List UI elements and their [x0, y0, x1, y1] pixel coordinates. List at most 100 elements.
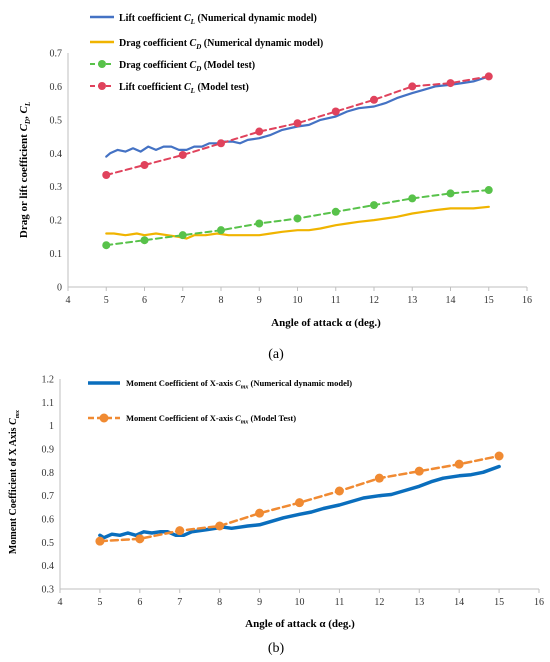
chart-b-y-tick-label: 1.1 [42, 398, 55, 409]
chart-b-series-1-point [215, 521, 225, 531]
chart-a-series-3-line [105, 75, 490, 176]
chart-a-series-2-point [255, 219, 264, 228]
chart-b-series-1-point [135, 534, 145, 544]
chart-a-y-tick-label: 0.6 [50, 82, 63, 93]
chart-a-y-tick-label: 0 [57, 283, 62, 294]
chart-a-x-tick-label: 9 [257, 295, 262, 306]
chart-b-y-tick-label: 1 [49, 421, 54, 432]
chart-b-legend: Moment Coefficient of X-axis Cmx (Numeri… [88, 378, 352, 426]
chart-a-series-2-point [140, 236, 149, 245]
chart-a-x-tick-label: 13 [407, 295, 417, 306]
chart-b: 4 5 6 7 8 9 10 11 12 13 14 15 16 0.3 0.4 0.5 0.6 0.7 0.8 0.… [8, 375, 544, 657]
chart-a-x-tick-label: 14 [446, 295, 456, 306]
legend-drag-numerical-label: Drag coefficient CD (Numerical dynamic m… [119, 38, 323, 51]
chart-b-x-tick-label: 4 [58, 597, 63, 608]
chart-a-y-axis-title: Drag or lift coefficient CD, CL [18, 102, 32, 238]
chart-b-y-tick-label: 0.6 [42, 515, 55, 526]
chart-a-y-tick-label: 0.1 [50, 249, 63, 260]
chart-a-series-2-point [370, 201, 378, 210]
chart-b-y-tick-label: 0.3 [42, 585, 55, 596]
chart-a-series [102, 72, 493, 250]
chart-a-y-tick-label: 0.5 [50, 115, 63, 126]
legend-moment-numerical-label: Moment Coefficient of X-axis Cmx (Numeri… [126, 378, 352, 391]
chart-a-series-3-point [446, 79, 455, 88]
chart-b-x-tick-label: 7 [177, 597, 182, 608]
chart-b-x-tick-label: 9 [257, 597, 262, 608]
chart-a-x-tick-label: 7 [180, 295, 185, 306]
chart-b-x-tick-label: 8 [217, 597, 222, 608]
legend-drag-test-label: Drag coefficient CD (Model test) [119, 60, 255, 73]
chart-b-y-tick-label: 0.5 [42, 538, 55, 549]
chart-a-x-tick-label: 15 [484, 295, 494, 306]
chart-b-x-tick-label: 13 [414, 597, 424, 608]
chart-a-x-tick-label: 11 [331, 295, 341, 306]
chart-a-series-1-line [105, 205, 490, 240]
chart-b-series-1-point [334, 486, 344, 496]
chart-b-series-1-point [374, 473, 384, 483]
chart-a-series-2-point [102, 241, 111, 250]
chart-a-y-tick-label: 0.4 [50, 149, 63, 160]
chart-b-x-tick-label: 12 [374, 597, 384, 608]
chart-b-series-1-point [175, 526, 185, 536]
chart-a: 4 5 6 7 8 9 10 11 12 13 14 15 16 0 0.1 0.2 0.3 0.4 0.5 0.6 0… [18, 13, 532, 362]
chart-a-x-tick-label: 5 [104, 295, 109, 306]
chart-b-x-tick-label: 5 [97, 597, 102, 608]
chart-a-series-3-point [140, 160, 149, 169]
chart-a-legend: Lift coefficient CL (Numerical dynamic m… [90, 13, 323, 95]
chart-b-series-1-point [255, 508, 265, 518]
chart-b-y-axis-title: Moment Coefficient of X Axis Cmx [8, 409, 21, 554]
chart-b-series [95, 451, 504, 546]
chart-a-series-2-point [217, 226, 225, 235]
chart-a-series-2-point [293, 214, 302, 223]
chart-b-x-tick-label: 15 [494, 597, 504, 608]
chart-b-series-0-line [98, 464, 501, 540]
chart-b-y-tick-label: 0.9 [42, 445, 55, 456]
legend-lift-test-label: Lift coefficient CL (Model test) [119, 82, 249, 95]
legend-moment-test-marker [99, 413, 109, 423]
chart-b-series-1-point [414, 466, 424, 476]
chart-b-series-1-point [295, 498, 304, 508]
chart-a-series-3-point [255, 127, 264, 136]
chart-b-series-1-point [454, 459, 464, 469]
chart-a-series-2-point [331, 207, 340, 216]
chart-b-y-tick-label: 0.8 [42, 468, 55, 479]
chart-b-caption: (b) [268, 641, 285, 656]
chart-b-series-1-point [95, 536, 105, 546]
chart-a-series-0-line [105, 75, 490, 158]
chart-a-series-3-point [331, 107, 340, 116]
chart-a-series-3-point [370, 95, 378, 104]
chart-a-axes: 4 5 6 7 8 9 10 11 12 13 14 15 16 0 0.1 0.2 0.3 0.4 0.5 0.6 0… [50, 49, 533, 307]
chart-a-series-3-point [408, 82, 417, 91]
chart-a-series-3-point [217, 139, 225, 148]
legend-lift-test-marker [98, 82, 106, 90]
chart-b-x-tick-label: 10 [295, 597, 305, 608]
chart-a-caption: (a) [268, 347, 284, 362]
chart-b-series-1-point [494, 451, 504, 461]
chart-b-y-tick-label: 0.7 [42, 491, 55, 502]
chart-b-x-tick-label: 11 [335, 597, 345, 608]
chart-a-x-tick-label: 4 [66, 295, 71, 306]
chart-a-series-3-point [484, 72, 493, 81]
legend-drag-test-marker [98, 60, 106, 68]
chart-a-series-2-point [408, 194, 417, 203]
chart-b-y-tick-label: 1.2 [42, 375, 55, 386]
chart-b-y-tick-label: 0.4 [42, 561, 55, 572]
chart-a-x-tick-label: 8 [219, 295, 224, 306]
chart-b-x-tick-label: 16 [534, 597, 544, 608]
chart-a-series-2-point [484, 186, 493, 195]
chart-a-series-2-point [178, 231, 187, 240]
chart-b-x-tick-label: 14 [454, 597, 464, 608]
chart-a-x-tick-label: 6 [142, 295, 147, 306]
chart-a-x-tick-label: 10 [293, 295, 303, 306]
chart-b-axes: 4 5 6 7 8 9 10 11 12 13 14 15 16 0.3 0.4 0.5 0.6 0.7 0.8 0.… [42, 375, 545, 609]
chart-a-series-3-point [293, 119, 302, 128]
chart-a-series-3-point [178, 150, 187, 159]
chart-a-x-axis-title: Angle of attack α (deg.) [271, 317, 381, 329]
chart-a-y-tick-label: 0.7 [50, 49, 63, 60]
chart-a-x-tick-label: 12 [369, 295, 379, 306]
legend-moment-test-label: Moment Coefficient of X-axis Cmx (Model … [126, 413, 296, 426]
chart-a-x-tick-label: 16 [522, 295, 532, 306]
chart-a-series-3-point [102, 171, 111, 180]
chart-a-y-tick-label: 0.3 [50, 182, 63, 193]
